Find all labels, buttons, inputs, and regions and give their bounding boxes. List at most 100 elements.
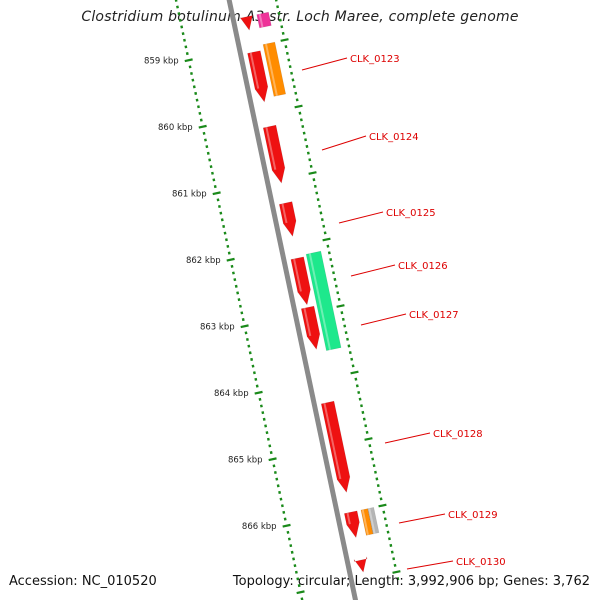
ruler-minor-tick	[329, 257, 333, 262]
ruler-major-tick	[350, 370, 359, 375]
gene-arrow-highlight	[265, 126, 277, 170]
ruler-minor-tick	[280, 504, 284, 508]
label-leader-line	[406, 560, 454, 570]
ruler-minor-tick	[291, 78, 295, 82]
ruler-minor-tick	[226, 244, 230, 248]
ruler-minor-tick	[294, 570, 298, 574]
ruler-minor-tick	[283, 517, 287, 521]
ruler-minor-tick	[389, 543, 393, 547]
ruler-major-tick	[364, 437, 373, 441]
ruler-minor-tick	[250, 357, 254, 361]
ruler-major-tick	[254, 390, 263, 395]
ruler-minor-tick	[238, 304, 242, 308]
ruler-minor-tick	[344, 331, 348, 335]
ruler-minor-tick	[390, 550, 394, 554]
ruler-minor-tick	[392, 557, 396, 561]
ruler-minor-tick	[218, 204, 221, 209]
ruler-minor-tick	[275, 477, 279, 481]
ruler-minor-tick	[212, 178, 216, 182]
ruler-label: 866 kbp	[242, 522, 277, 532]
ruler-minor-tick	[194, 91, 198, 95]
ruler-minor-tick	[362, 417, 366, 421]
gene-arrow-highlight	[293, 258, 302, 292]
ruler-minor-tick	[216, 198, 220, 202]
genome-backbone	[226, 0, 359, 600]
ruler-minor-tick	[287, 58, 291, 62]
gene-label: CLK_0127	[409, 310, 459, 321]
ruler-label: 862 kbp	[186, 256, 221, 266]
ruler-minor-tick	[211, 171, 214, 175]
ruler-minor-tick	[320, 218, 324, 222]
ruler-minor-tick	[334, 284, 338, 288]
ruler-minor-tick	[258, 397, 262, 401]
label-leader-line	[321, 135, 367, 151]
ruler-minor-tick	[376, 484, 380, 488]
gene-arrow	[320, 400, 351, 493]
ruler-major-tick	[296, 590, 305, 595]
ruler-major-tick	[294, 104, 303, 109]
ruler-minor-tick	[233, 278, 237, 282]
ruler-minor-tick	[269, 451, 273, 455]
ruler-minor-tick	[178, 18, 182, 22]
ruler-minor-tick	[297, 584, 301, 588]
feature-bar-highlight	[308, 253, 332, 351]
ruler-labels: 859 kbp 860 kbp 861 kbp 862 kbp 863 kbp 864 k…	[144, 57, 277, 533]
label-leader-line	[350, 264, 396, 277]
ruler-minor-tick	[223, 231, 227, 235]
ruler-label: 863 kbp	[200, 323, 235, 333]
ruler-minor-tick	[185, 52, 189, 56]
ruler-minor-tick	[372, 464, 376, 468]
ruler-minor-tick	[378, 490, 382, 494]
ruler-minor-tick	[304, 138, 307, 142]
ruler-minor-tick	[264, 424, 268, 428]
ruler-label: 860 kbp	[158, 123, 193, 133]
ruler-minor-tick	[295, 98, 299, 102]
gene-label: CLK_0129	[448, 510, 498, 521]
ruler-minor-tick	[262, 417, 266, 421]
ruler-minor-tick	[348, 351, 352, 355]
ruler-minor-tick	[190, 71, 193, 76]
ruler-minor-tick	[294, 91, 298, 95]
label-leader-line	[301, 57, 348, 71]
ruler-minor-tick	[230, 264, 234, 268]
ruler-minor-tick	[301, 124, 305, 129]
ruler-minor-tick	[346, 337, 349, 341]
ruler-minor-tick	[351, 364, 355, 368]
ruler-minor-tick	[322, 224, 326, 228]
gene-labels: CLK_0123 CLK_0124 CLK_0125 CLK_0126 CLK_0127…	[350, 54, 506, 568]
ruler-minor-tick	[289, 544, 293, 548]
ruler-minor-tick	[180, 25, 184, 29]
ruler-minor-tick	[285, 51, 289, 55]
ruler-minor-tick	[358, 397, 362, 401]
gene-arrow	[290, 256, 311, 306]
ruler-minor-tick	[290, 71, 294, 75]
ruler-minor-tick	[287, 537, 291, 541]
ruler-minor-tick	[241, 318, 245, 322]
ruler-minor-tick	[219, 211, 223, 215]
ruler-minor-tick	[343, 324, 347, 328]
label-leaders	[301, 57, 454, 570]
ruler-minor-tick	[195, 98, 199, 102]
ruler-minor-tick	[208, 158, 212, 162]
ruler-minor-tick	[236, 291, 240, 295]
ruler-minor-tick	[293, 564, 297, 568]
label-leader-line	[384, 432, 431, 444]
ruler-label: 865 kbp	[228, 456, 263, 466]
ruler-major-tick	[226, 257, 235, 262]
ruler-minor-tick	[274, 0, 278, 2]
ruler-major-tick	[322, 237, 331, 242]
ruler-minor-tick	[183, 38, 186, 42]
feature-bar-highlight	[265, 43, 278, 97]
ruler-minor-tick	[174, 0, 178, 2]
ruler-minor-tick	[278, 18, 282, 22]
ruler-minor-tick	[332, 271, 335, 275]
ruler-minor-tick	[318, 204, 321, 208]
ruler-minor-tick	[292, 557, 296, 561]
ruler-minor-tick	[369, 450, 373, 454]
gene-arrow	[300, 305, 321, 351]
ruler-minor-tick	[327, 251, 331, 255]
ruler-minor-tick	[323, 231, 327, 235]
ruler-minor-tick	[326, 244, 330, 248]
ruler-minor-tick	[281, 31, 285, 35]
